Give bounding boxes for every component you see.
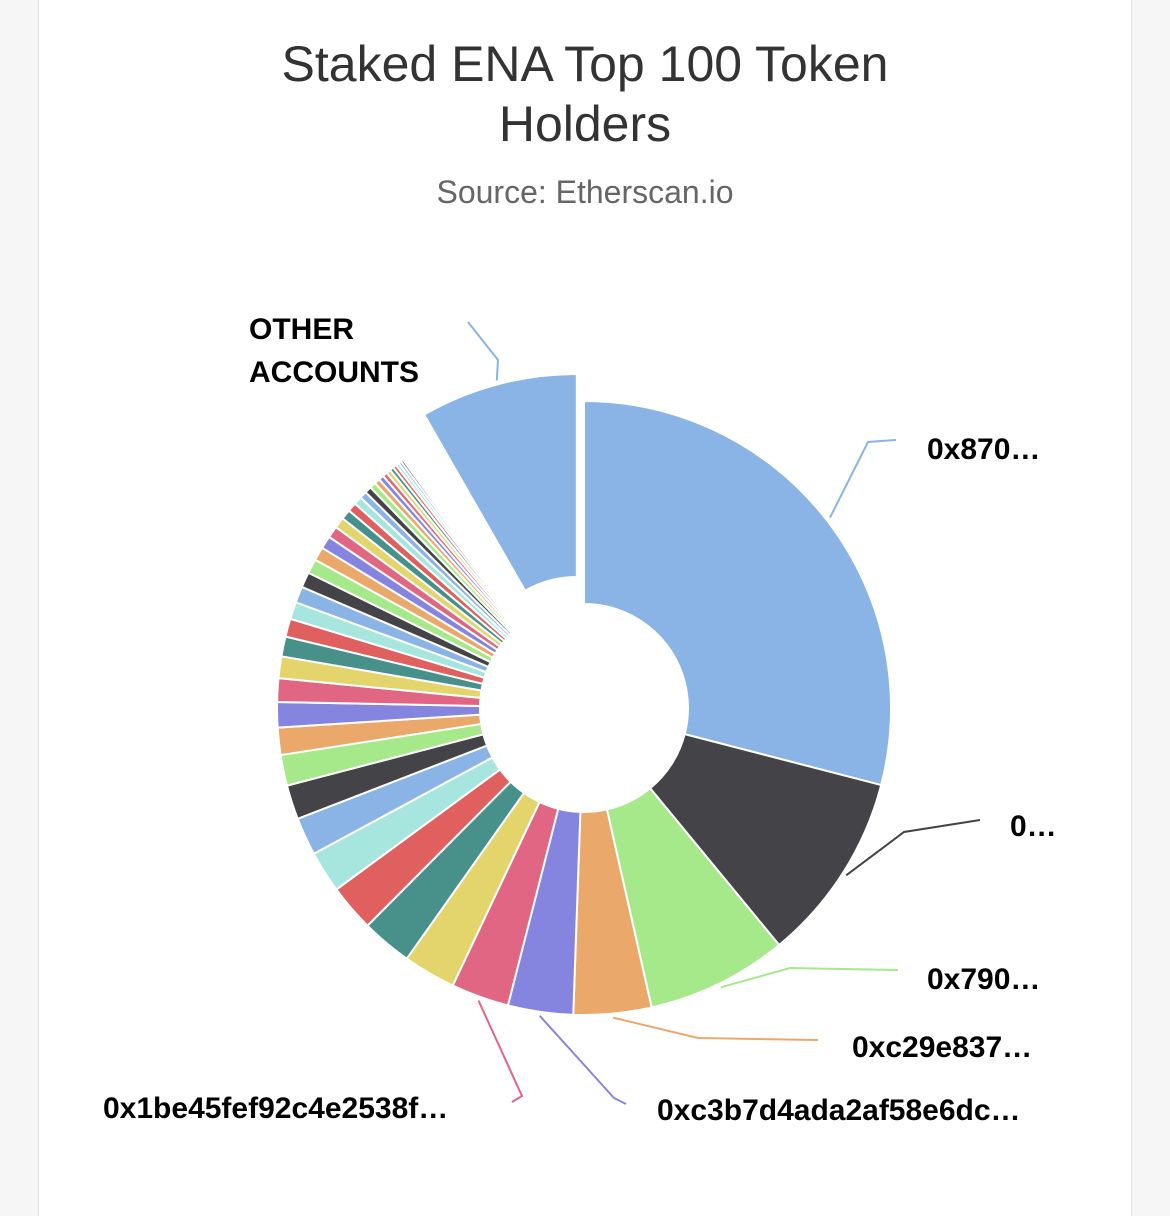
pie-slice-2[interactable] bbox=[649, 733, 883, 946]
pie-slice-60[interactable] bbox=[428, 440, 534, 620]
label-slice-0x790: 0x790… bbox=[927, 963, 1040, 996]
label-connectors bbox=[467, 321, 981, 1105]
chart-subtitle: Source: Etherscan.io bbox=[436, 174, 734, 210]
connector-0 bbox=[845, 819, 981, 877]
label-slice-0xc3b7d4: 0xc3b7d4ada2af58e6dc… bbox=[657, 1094, 1021, 1127]
chart-title-line-2: Holders bbox=[498, 96, 672, 152]
pie-slice-61[interactable] bbox=[423, 372, 578, 592]
label-other-accounts: OTHER ACCOUNTS bbox=[249, 313, 419, 389]
connector-0x870 bbox=[829, 439, 897, 519]
chart-title-line-1: Staked ENA Top 100 Token bbox=[281, 36, 889, 92]
connector-0x1be45 bbox=[477, 1000, 524, 1103]
connector-0xc29e837 bbox=[612, 1016, 819, 1041]
label-slice-0x1be45: 0x1be45fef92c4e2538f… bbox=[103, 1092, 448, 1125]
label-slice-0x870: 0x870… bbox=[927, 433, 1040, 466]
pie-slice-1[interactable] bbox=[583, 400, 892, 787]
label-slice-0: 0… bbox=[1010, 810, 1057, 843]
connector-0xc3b7d4 bbox=[539, 1015, 627, 1105]
label-other-line-2: ACCOUNTS bbox=[249, 356, 419, 389]
pie-slices bbox=[276, 372, 892, 1016]
chart-title: Staked ENA Top 100 Token Holders bbox=[0, 34, 1170, 154]
connector-other-accounts bbox=[467, 321, 500, 381]
label-other-line-1: OTHER bbox=[249, 313, 354, 346]
label-slice-0xc29e837: 0xc29e837… bbox=[852, 1031, 1032, 1064]
connector-0x790 bbox=[720, 966, 899, 989]
